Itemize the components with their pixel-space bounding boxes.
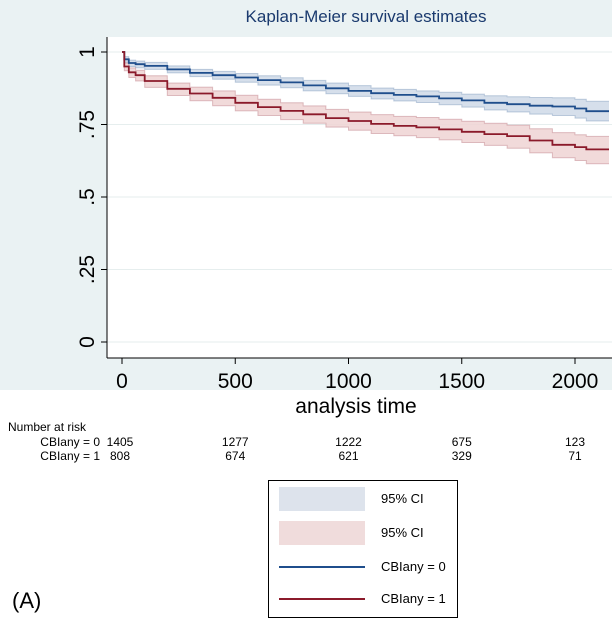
survival-curves (122, 51, 609, 151)
survival-line-series-0 (122, 51, 609, 113)
y-tick-label: .5 (76, 188, 99, 206)
km-plot: 0 500 1000 1500 2000 0 .25 .5 .75 1 analysis tim… (76, 37, 612, 418)
risk-cell: 1222 (335, 435, 362, 449)
risk-row-label: CBIany = 0 (40, 435, 100, 449)
chart-title: Kaplan-Meier survival estimates (245, 7, 487, 26)
ci-band-series-1 (122, 52, 609, 164)
x-tick-label: 1000 (325, 370, 372, 393)
risk-cell: 621 (338, 449, 359, 463)
survival-line-series-1 (122, 51, 609, 151)
risk-cell: 1277 (221, 435, 249, 449)
line-swatch (279, 566, 365, 568)
legend-label: 95% CI (381, 525, 424, 540)
x-tick-label: 500 (218, 370, 253, 393)
y-tick-label: .75 (76, 110, 99, 139)
risk-cell: 71 (568, 449, 582, 463)
y-axis-ticks: 0 .25 .5 .75 1 (76, 46, 107, 348)
risk-cell: 1405 (106, 435, 134, 449)
ci-swatch (279, 521, 365, 545)
y-tick-label: 0 (76, 336, 99, 348)
legend-item-ci-1: 95% CI (269, 519, 457, 547)
ci-lower-edge-series-0 (122, 51, 609, 122)
legend-item-ci-0: 95% CI (269, 485, 457, 513)
ci-swatch (279, 487, 365, 511)
risk-cell: 674 (225, 449, 246, 463)
ci-upper-edge-series-1 (122, 51, 609, 137)
x-tick-label: 2000 (552, 370, 599, 393)
ci-band-series-0 (122, 52, 609, 121)
line-swatch (279, 598, 365, 600)
panel-label: (A) (12, 588, 42, 613)
y-tick-label: .25 (76, 255, 99, 284)
ci-upper-edge-series-0 (122, 51, 609, 102)
legend-item-cbiany-0: CBIany = 0 (269, 553, 457, 581)
ci-lower-edge-series-1 (122, 51, 609, 165)
risk-cell: 675 (451, 435, 472, 449)
risk-cell: 329 (451, 449, 472, 463)
risk-table-title: Number at risk (8, 420, 87, 434)
risk-cell: 123 (564, 435, 586, 449)
legend-label: CBIany = 0 (381, 559, 446, 574)
legend-label: CBIany = 1 (381, 591, 446, 606)
x-axis-label: analysis time (295, 395, 416, 418)
y-tick-label: 1 (76, 46, 99, 58)
risk-cell: 808 (109, 449, 131, 463)
risk-row-label: CBIany = 1 (40, 449, 100, 463)
legend: 95% CI 95% CI CBIany = 0 CBIany = 1 (268, 480, 458, 618)
x-tick-label: 1500 (438, 370, 485, 393)
legend-item-cbiany-1: CBIany = 1 (269, 585, 457, 613)
x-tick-label: 0 (116, 370, 128, 393)
confidence-bands (122, 51, 609, 165)
x-axis-ticks: 0 500 1000 1500 2000 (116, 358, 598, 393)
legend-label: 95% CI (381, 491, 424, 506)
